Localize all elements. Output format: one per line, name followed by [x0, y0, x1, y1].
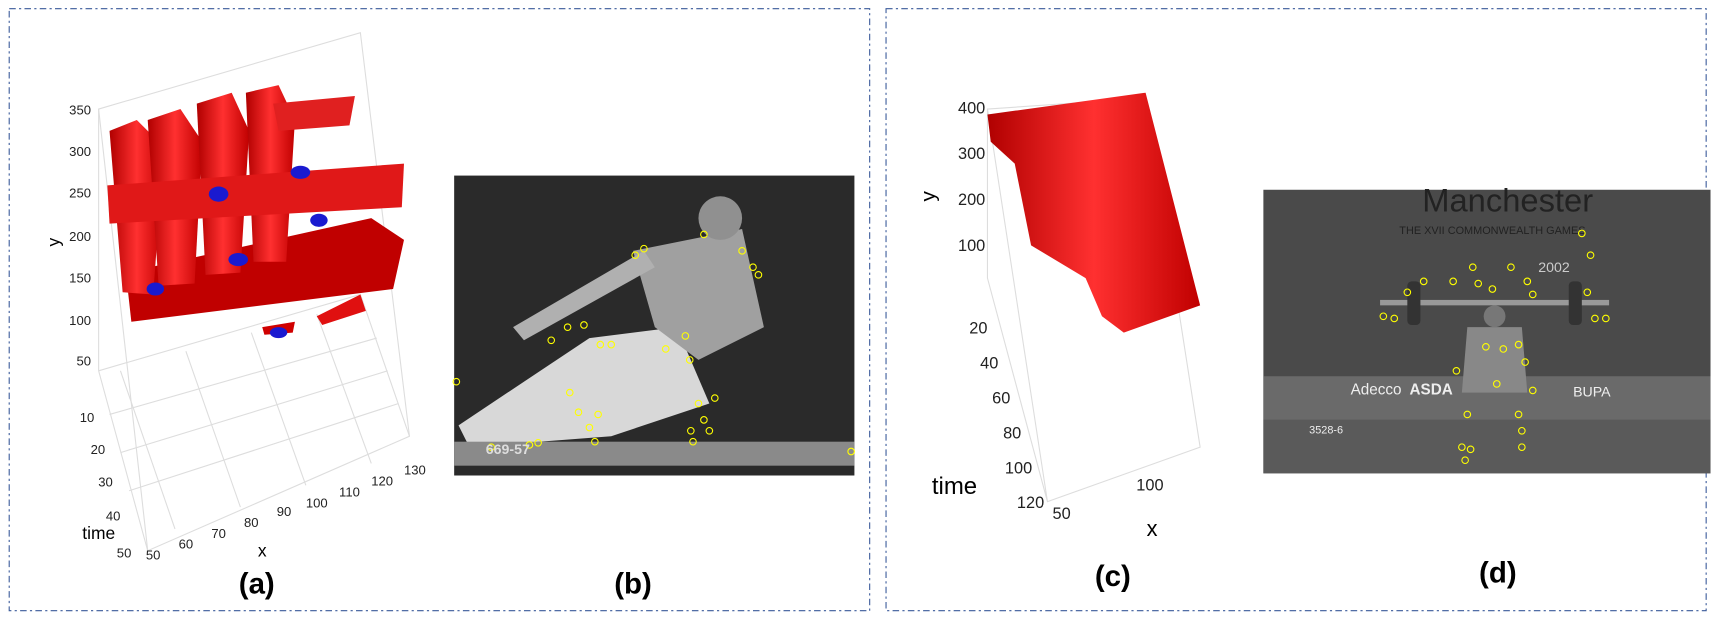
tick-label: 70 [211, 526, 226, 541]
isosurface [987, 93, 1200, 333]
tick-label: 400 [958, 99, 985, 117]
tick-label: 20 [91, 442, 106, 457]
tick-label: 100 [306, 495, 328, 510]
figure: y time x (a) 669-57 (b) y time x (c) Man… [0, 0, 1711, 614]
banner: Manchester [1422, 181, 1593, 218]
tick-label: 50 [146, 548, 161, 563]
sponsor: ASDA [1410, 381, 1453, 398]
tick-label: 300 [958, 145, 985, 163]
tick-label: 300 [69, 144, 91, 159]
tick-label: 100 [1136, 477, 1163, 495]
overlay-text: 669-57 [486, 442, 530, 458]
tick-label: 100 [958, 237, 985, 255]
tick-label: 50 [1053, 505, 1071, 523]
tick-label: 250 [69, 186, 91, 201]
tick-label: 30 [98, 475, 113, 490]
tick-label: 40 [106, 508, 121, 523]
tick-label: 120 [1017, 494, 1044, 512]
tick-label: 110 [339, 484, 360, 499]
tick-label: 60 [992, 389, 1010, 407]
axis-label: x [1147, 516, 1158, 541]
axis-label: time [932, 473, 977, 500]
tick-label: 200 [69, 229, 91, 244]
tick-label: 200 [958, 191, 985, 209]
tick-label: 120 [371, 473, 393, 488]
page: {"panel_a": {"y_label": "y", "y_ticks": … [0, 0, 1711, 614]
axis-label: y [917, 190, 940, 201]
tick-label: 60 [179, 537, 194, 552]
tick-label: 50 [117, 545, 132, 560]
scoreboard: 3528-6 [1309, 425, 1343, 437]
caption: (b) [614, 567, 652, 600]
tick-label: 130 [404, 463, 426, 478]
tick-label: 20 [969, 320, 987, 338]
tick-label: 350 [69, 103, 91, 118]
tick-label: 10 [80, 410, 95, 425]
axis-label: y [44, 237, 64, 246]
sponsor: Adecco [1351, 381, 1402, 398]
tick-label: 100 [1005, 459, 1032, 477]
axis-label: time [82, 523, 115, 543]
banner-subtitle: THE XVII COMMONWEALTH GAMES [1399, 225, 1585, 237]
sponsor: BUPA [1573, 384, 1611, 400]
tick-label: 40 [980, 355, 998, 373]
tick-label: 150 [69, 271, 91, 286]
caption: (a) [239, 567, 275, 600]
tick-label: 50 [76, 354, 91, 369]
tick-label: 90 [277, 504, 292, 519]
year: 2002 [1538, 260, 1570, 276]
tick-label: 80 [244, 515, 259, 530]
tick-label: 100 [69, 313, 91, 328]
isosurface [107, 85, 404, 338]
caption: (c) [1095, 560, 1131, 593]
caption: (d) [1479, 557, 1517, 590]
tick-label: 80 [1003, 424, 1021, 442]
axis-label: x [258, 540, 267, 560]
